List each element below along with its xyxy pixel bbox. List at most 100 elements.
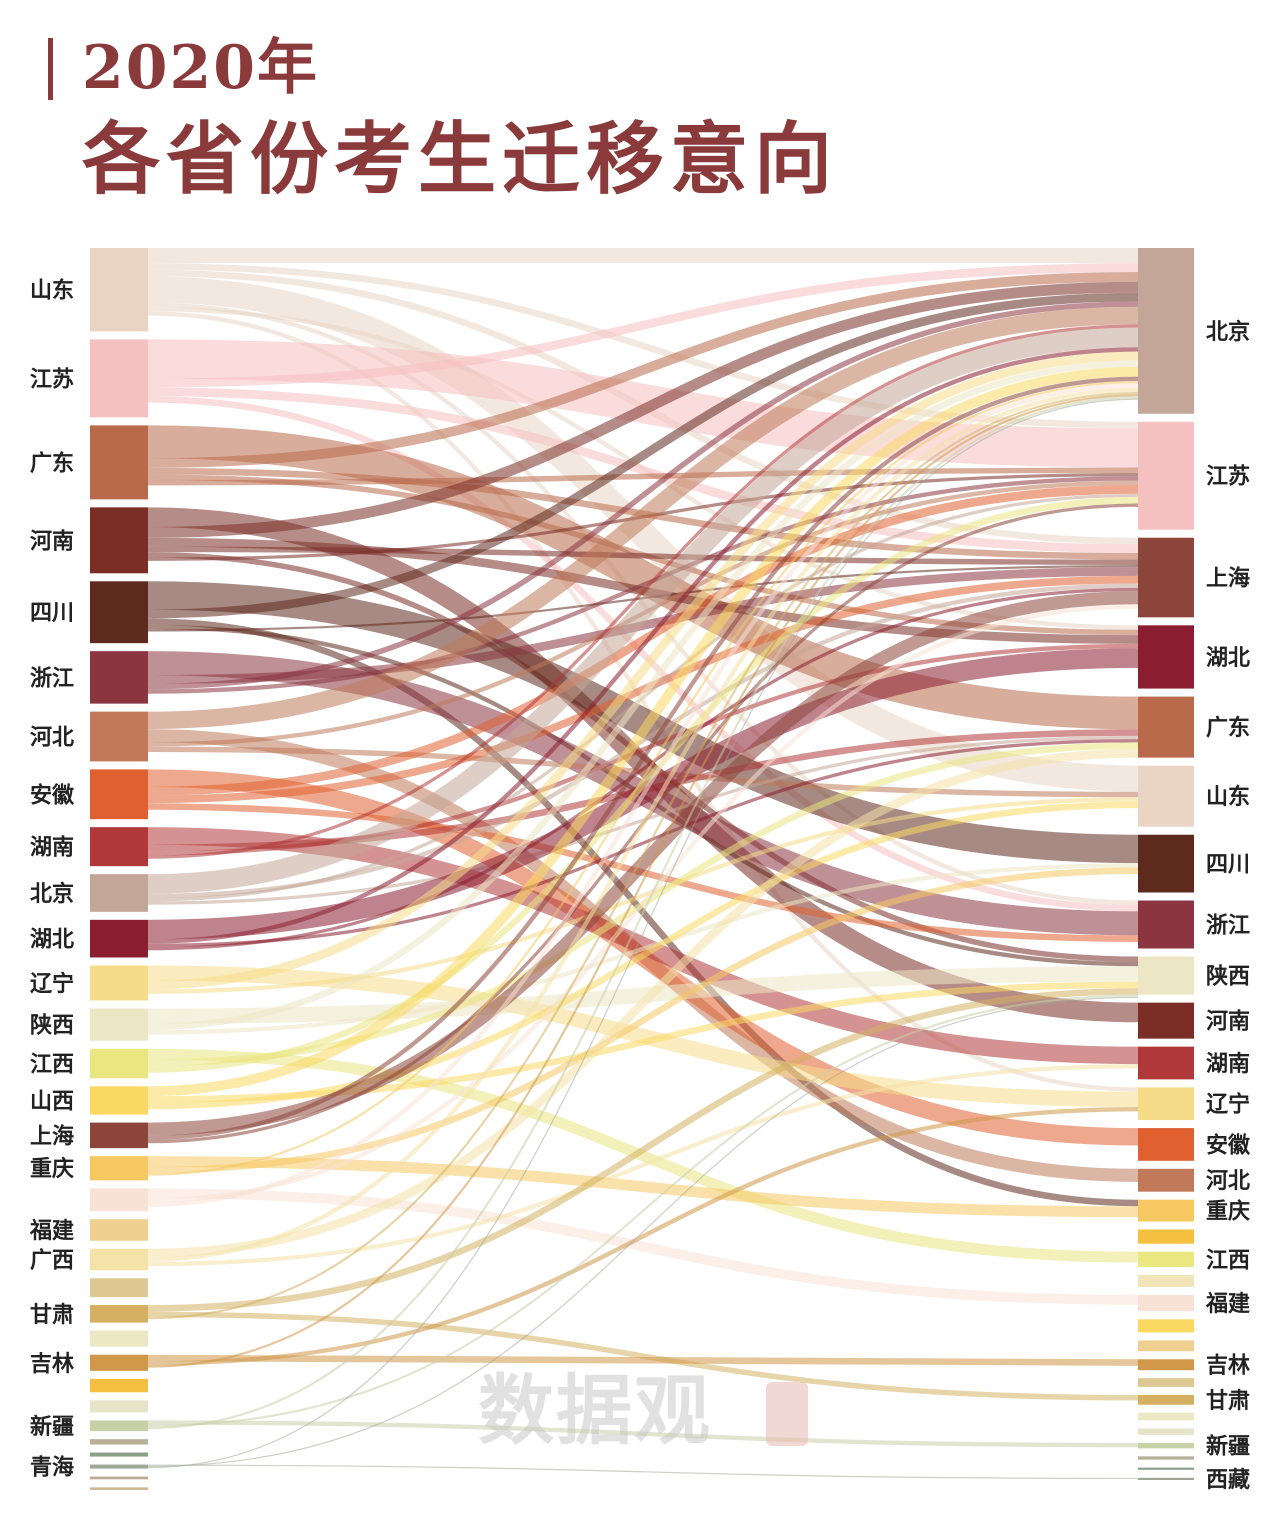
left-node-陕西 bbox=[90, 1008, 148, 1041]
flow-浙江-上海 bbox=[147, 567, 1139, 684]
right-label-西藏: 西藏 bbox=[1206, 1468, 1250, 1493]
right-label-安徽: 安徽 bbox=[1206, 1132, 1251, 1158]
right-node-广东 bbox=[1138, 696, 1194, 758]
flow-湖南-北京 bbox=[147, 324, 1139, 859]
left-label-四川: 四川 bbox=[30, 601, 74, 626]
flow-甘肃-甘肃 bbox=[147, 1311, 1139, 1401]
flow-江苏-上海 bbox=[147, 387, 1139, 553]
left-node-福建 bbox=[90, 1188, 148, 1212]
right-label-陕西: 陕西 bbox=[1206, 965, 1250, 990]
flow-福建-北京 bbox=[147, 383, 1139, 1207]
right-node-山东 bbox=[1138, 765, 1194, 827]
left-node-山东 bbox=[90, 248, 148, 332]
right-label-广东: 广东 bbox=[1206, 715, 1250, 741]
left-node-四川 bbox=[90, 581, 148, 644]
right-node-西藏 bbox=[1138, 1477, 1194, 1480]
watermark-text: 数据观 bbox=[478, 1366, 712, 1455]
title-block: 2020年 各省份考生迁移意向 bbox=[40, 30, 940, 210]
left-label-安徽: 安徽 bbox=[30, 782, 75, 808]
left-label-广西: 广西 bbox=[30, 1247, 74, 1273]
left-node-湖南 bbox=[90, 827, 148, 867]
left-node-bar-22 bbox=[90, 1330, 148, 1347]
right-label-福建: 福建 bbox=[1205, 1292, 1250, 1317]
right-label-湖南: 湖南 bbox=[1206, 1052, 1250, 1077]
left-node-bar-28 bbox=[90, 1452, 148, 1457]
right-node-辽宁 bbox=[1138, 1087, 1194, 1121]
left-node-bar-31 bbox=[90, 1487, 148, 1490]
title-accent-bar bbox=[48, 38, 53, 100]
flow-四川-北京 bbox=[147, 292, 1139, 619]
flow-安徽-江苏 bbox=[147, 485, 1139, 796]
flow-重庆-四川 bbox=[147, 867, 1139, 1174]
left-node-bar-20 bbox=[90, 1278, 148, 1298]
flow-吉林-吉林 bbox=[147, 1354, 1139, 1366]
flow-河南-北京 bbox=[147, 281, 1139, 538]
left-node-bar-30 bbox=[90, 1476, 148, 1480]
right-node-bar-19 bbox=[1138, 1319, 1194, 1333]
right-node-新疆 bbox=[1138, 1442, 1194, 1449]
flow-河南-上海 bbox=[147, 546, 1139, 565]
flow-湖北-北京 bbox=[147, 347, 1139, 944]
right-node-bar-25 bbox=[1138, 1428, 1194, 1435]
left-label-浙江: 浙江 bbox=[30, 666, 74, 691]
right-node-湖北 bbox=[1138, 625, 1194, 689]
flow-湖南-湖北 bbox=[147, 643, 1139, 856]
right-label-北京: 北京 bbox=[1206, 319, 1250, 345]
flow-广东-江苏 bbox=[147, 467, 1139, 486]
left-node-山西 bbox=[90, 1086, 148, 1115]
chart-title: 各省份考生迁移意向 bbox=[82, 114, 839, 205]
right-node-bar-22 bbox=[1138, 1378, 1194, 1387]
left-node-甘肃 bbox=[90, 1305, 148, 1323]
left-node-bar-24 bbox=[90, 1378, 148, 1393]
flow-四川-四川 bbox=[147, 581, 1139, 864]
left-label-青海: 青海 bbox=[30, 1455, 74, 1481]
right-label-吉林: 吉林 bbox=[1206, 1353, 1250, 1379]
right-node-四川 bbox=[1138, 834, 1194, 893]
left-node-上海 bbox=[90, 1122, 148, 1149]
flow-layer bbox=[147, 248, 1139, 1480]
left-label-陕西: 陕西 bbox=[30, 1014, 74, 1039]
right-node-bar-27 bbox=[1138, 1456, 1194, 1460]
right-node-bar-20 bbox=[1138, 1340, 1194, 1352]
left-label-辽宁: 辽宁 bbox=[30, 971, 74, 997]
flow-山西-山东 bbox=[147, 801, 1139, 1110]
right-label-江西: 江西 bbox=[1206, 1248, 1250, 1273]
watermark-seal bbox=[766, 1382, 808, 1446]
right-label-重庆: 重庆 bbox=[1206, 1199, 1250, 1225]
left-label-上海: 上海 bbox=[30, 1123, 74, 1149]
left-node-广东 bbox=[90, 425, 148, 500]
flow-青海-北京 bbox=[147, 398, 1139, 1469]
flow-重庆-重庆 bbox=[147, 1156, 1139, 1218]
flow-陕西-陕西 bbox=[147, 966, 1139, 1024]
flow-江西-江苏 bbox=[147, 497, 1139, 1073]
right-label-四川: 四川 bbox=[1206, 853, 1250, 878]
flow-广东-北京 bbox=[147, 271, 1139, 468]
flow-新疆-陕西 bbox=[147, 994, 1139, 1427]
flow-江苏-北京 bbox=[147, 263, 1139, 388]
right-node-bar-15 bbox=[1138, 1229, 1194, 1244]
right-node-陕西 bbox=[1138, 956, 1194, 995]
left-node-bar-25 bbox=[90, 1400, 148, 1413]
right-node-湖南 bbox=[1138, 1046, 1194, 1080]
right-node-layer bbox=[1138, 248, 1194, 1480]
left-node-河北 bbox=[90, 711, 148, 762]
flow-陕西-北京 bbox=[147, 360, 1139, 1031]
flow-陕西-四川 bbox=[147, 863, 1139, 1035]
flow-新疆-北京 bbox=[147, 396, 1139, 1430]
flow-安徽-上海 bbox=[147, 575, 1139, 804]
left-node-湖北 bbox=[90, 919, 148, 958]
flow-青海-陕西 bbox=[147, 996, 1139, 1467]
flow-浙江-江苏 bbox=[147, 476, 1139, 694]
label-layer: 山东江苏广东河南四川浙江河北安徽湖南北京湖北辽宁陕西江西山西上海重庆福建广西甘肃… bbox=[29, 278, 1251, 1493]
flow-青海-西藏 bbox=[147, 1464, 1139, 1480]
flow-吉林-北京 bbox=[147, 394, 1139, 1368]
flow-甘肃-陕西 bbox=[147, 988, 1139, 1312]
left-node-安徽 bbox=[90, 769, 148, 820]
right-label-甘肃: 甘肃 bbox=[1206, 1388, 1250, 1414]
right-label-河南: 河南 bbox=[1206, 1010, 1250, 1035]
left-label-江苏: 江苏 bbox=[30, 366, 74, 392]
chart-year: 2020年 bbox=[82, 33, 319, 103]
right-node-河南 bbox=[1138, 1002, 1194, 1039]
left-node-北京 bbox=[90, 874, 148, 912]
